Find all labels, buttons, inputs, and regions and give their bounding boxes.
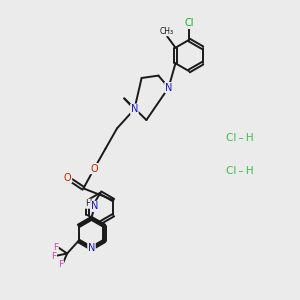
Text: N: N	[88, 243, 95, 254]
Text: Cl: Cl	[184, 18, 194, 28]
Text: N: N	[131, 104, 138, 114]
Text: N: N	[91, 201, 98, 212]
Text: F: F	[58, 260, 63, 269]
Text: H: H	[85, 199, 92, 208]
Text: F: F	[53, 243, 58, 252]
Text: N: N	[165, 82, 172, 93]
Text: O: O	[90, 164, 98, 174]
Text: Cl – H: Cl – H	[226, 133, 254, 143]
Text: CH₃: CH₃	[160, 27, 174, 36]
Text: Cl – H: Cl – H	[226, 166, 254, 176]
Text: O: O	[64, 172, 72, 183]
Text: F: F	[51, 252, 56, 261]
